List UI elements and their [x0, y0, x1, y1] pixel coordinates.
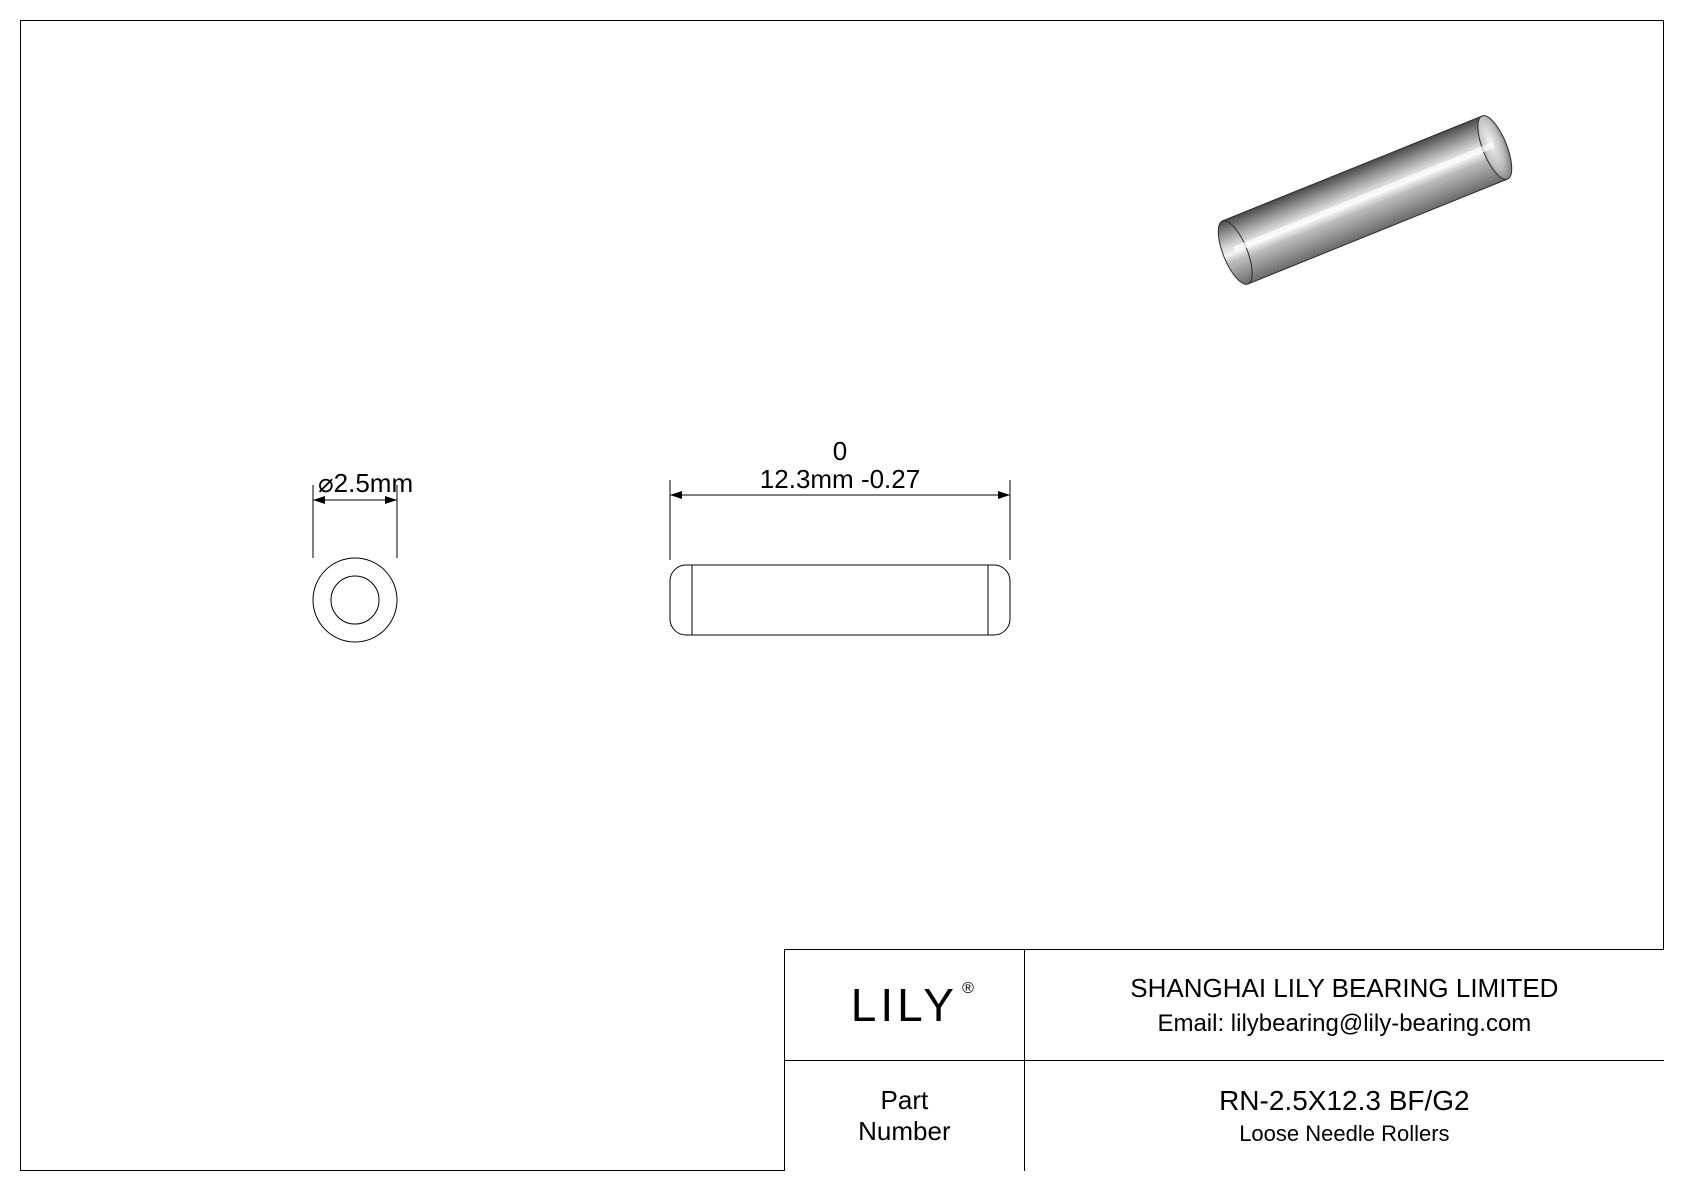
- part-number-value-cell: RN-2.5X12.3 BF/G2 Loose Needle Rollers: [1025, 1061, 1664, 1171]
- company-email: Email: lilybearing@lily-bearing.com: [1157, 1010, 1531, 1038]
- side-view: 0 12.3mm -0.27: [670, 436, 1010, 635]
- title-block: LILY ® SHANGHAI LILY BEARING LIMITED Ema…: [784, 949, 1664, 1171]
- company-cell: SHANGHAI LILY BEARING LIMITED Email: lil…: [1025, 950, 1664, 1060]
- company-name: SHANGHAI LILY BEARING LIMITED: [1130, 973, 1558, 1004]
- part-number-label-l2: Number: [858, 1116, 950, 1147]
- length-dimension: 12.3mm -0.27: [760, 464, 920, 494]
- diameter-value: 2.5mm: [334, 468, 413, 498]
- diameter-dimension: ⌀2.5mm: [318, 468, 413, 498]
- title-block-row-company: LILY ® SHANGHAI LILY BEARING LIMITED Ema…: [785, 950, 1664, 1061]
- length-upper-tol: 0: [833, 436, 847, 466]
- front-view: ⌀2.5mm: [313, 468, 413, 642]
- part-description: Loose Needle Rollers: [1239, 1121, 1449, 1147]
- drawing-sheet: ⌀2.5mm 0 12.3mm -0.27: [0, 0, 1684, 1191]
- iso-3d-view: [1211, 112, 1518, 289]
- part-number-label-l1: Part: [881, 1085, 929, 1116]
- logo-cell: LILY ®: [785, 950, 1025, 1060]
- logo-text: LILY ®: [851, 978, 958, 1032]
- part-number-value: RN-2.5X12.3 BF/G2: [1219, 1085, 1470, 1117]
- diameter-symbol: ⌀: [318, 468, 334, 498]
- registered-icon: ®: [962, 980, 978, 998]
- part-number-label-cell: Part Number: [785, 1061, 1025, 1171]
- logo-word: LILY: [851, 979, 958, 1031]
- title-block-row-part: Part Number RN-2.5X12.3 BF/G2 Loose Need…: [785, 1061, 1664, 1171]
